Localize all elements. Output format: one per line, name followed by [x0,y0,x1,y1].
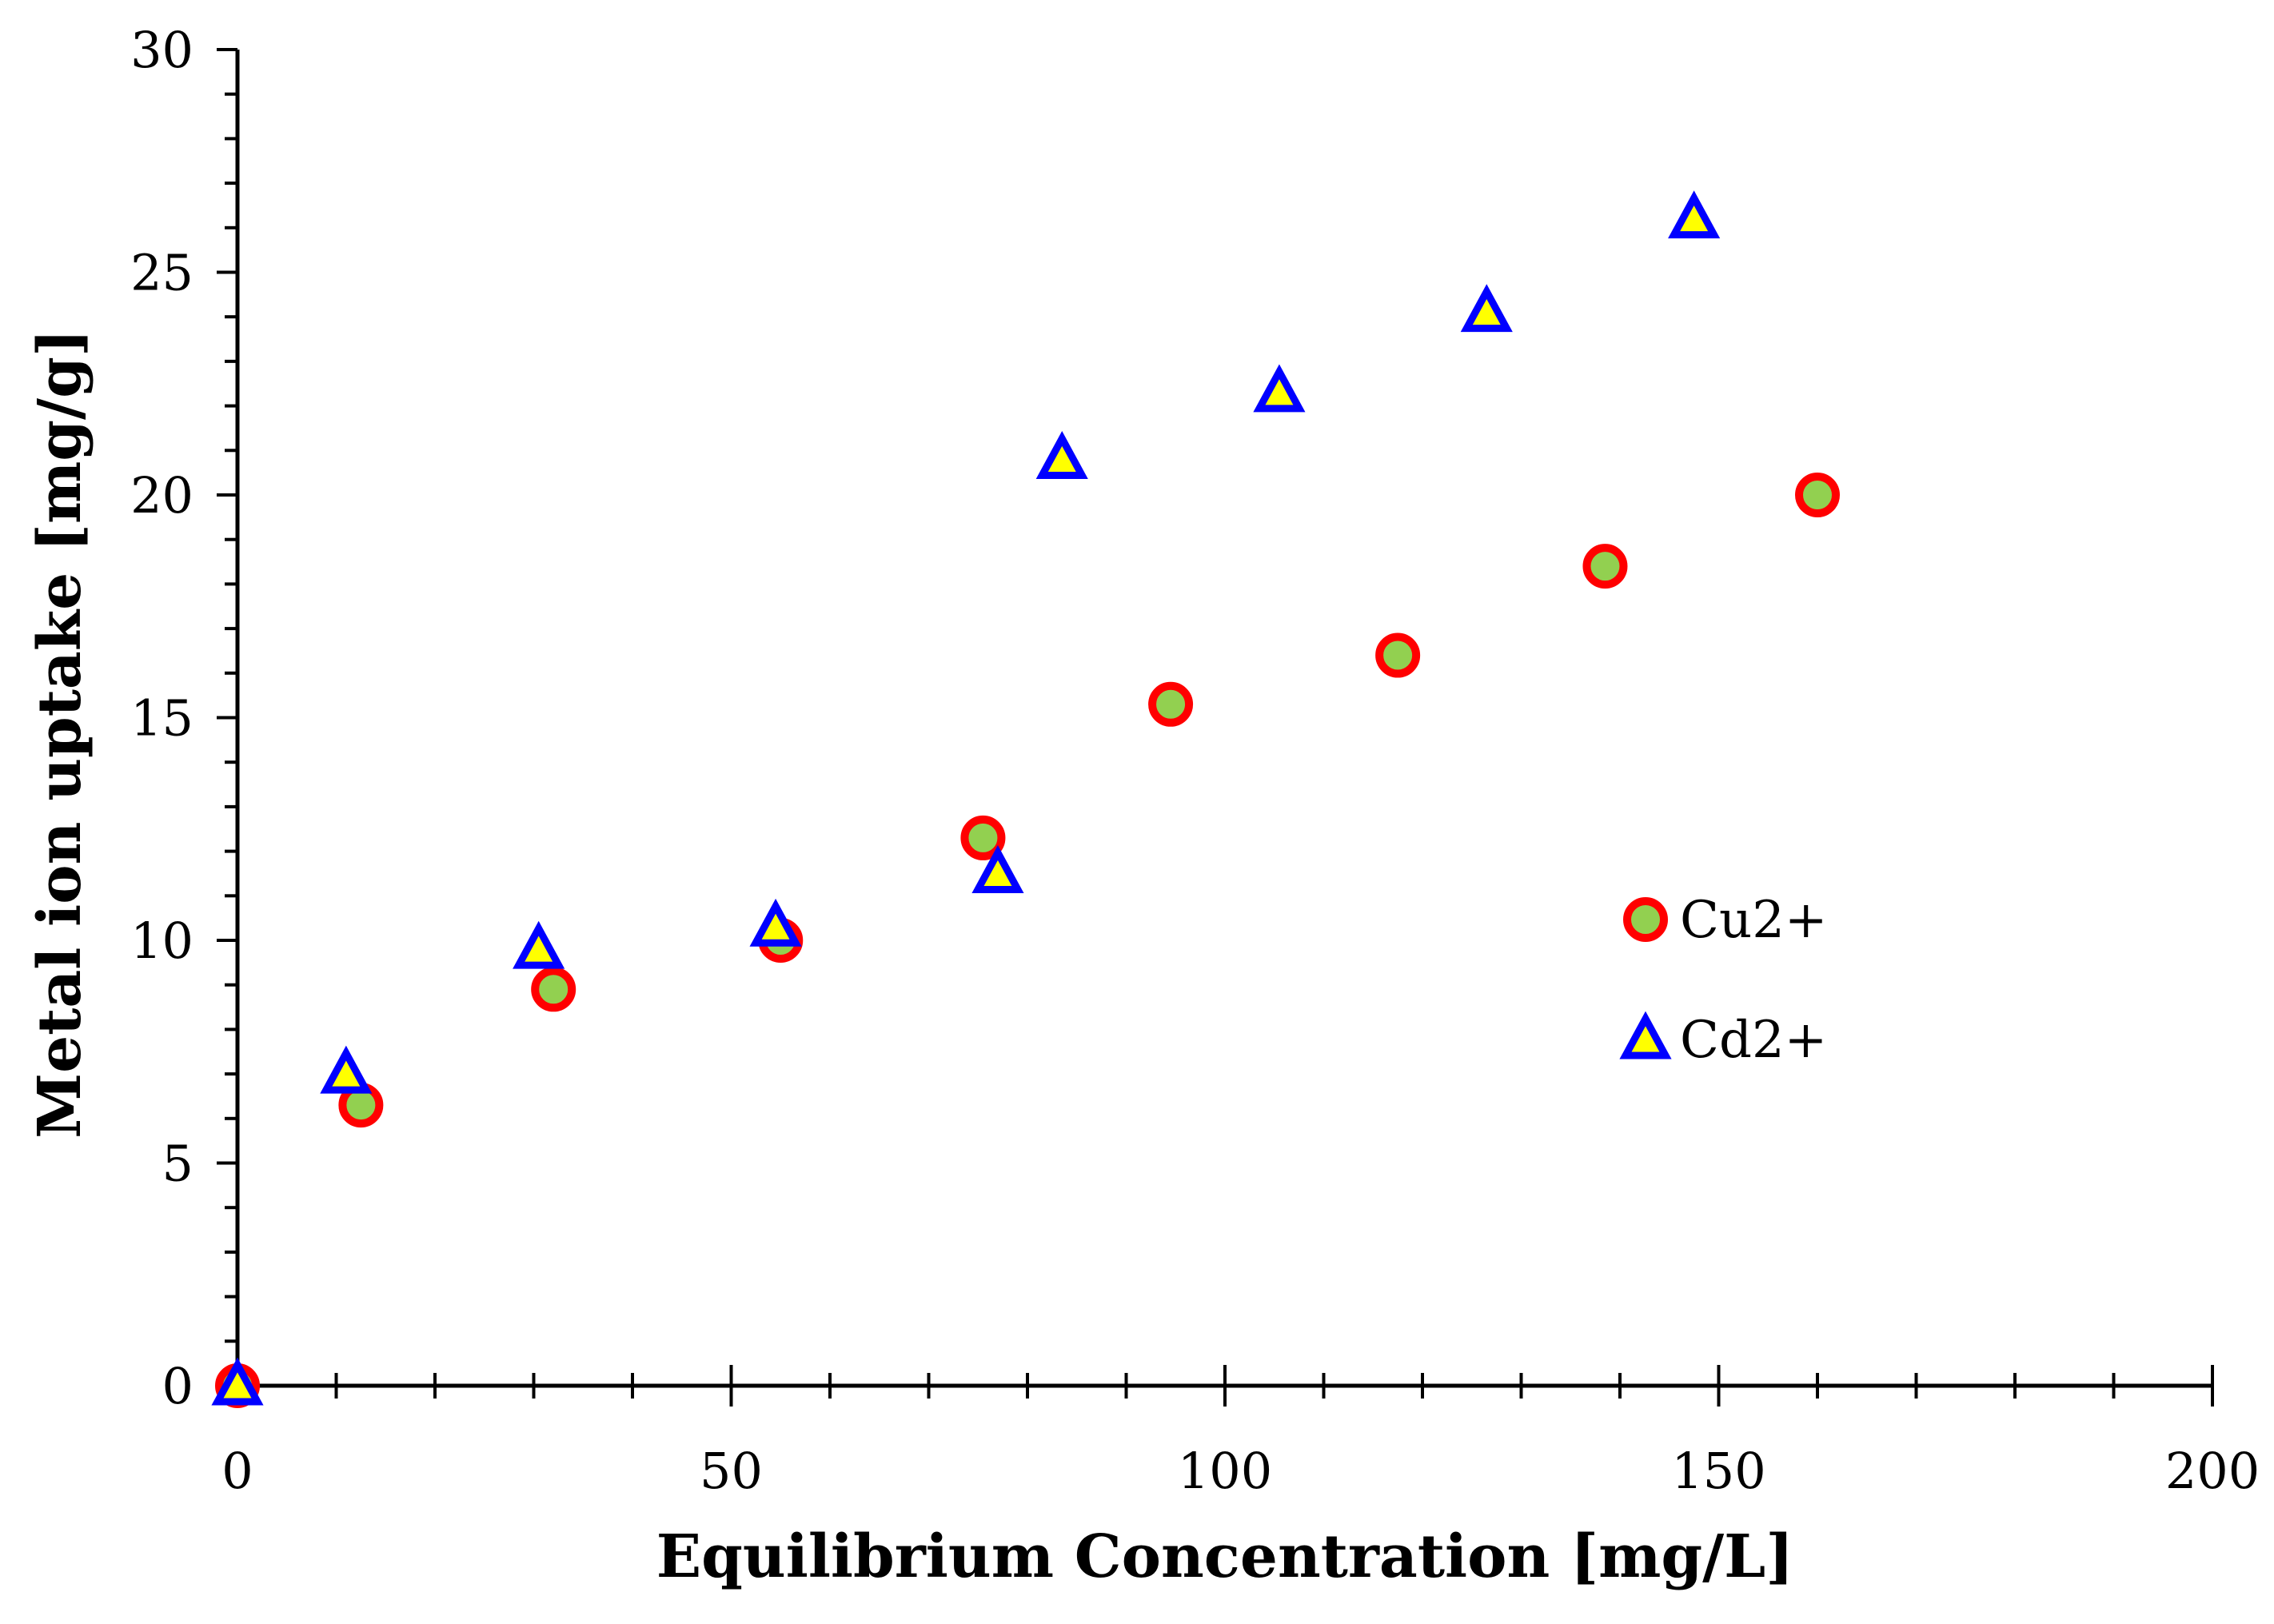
data-point-cd2 [320,1045,373,1094]
x-axis-ticks: 0 50 100 150 200 [221,1365,2260,1500]
x-tick-label: 200 [2165,1442,2260,1500]
data-point-cu2 [531,967,576,1012]
data-point-cd2 [1035,431,1088,479]
data-point-cd2 [749,898,802,947]
data-point-cd2 [1668,190,1721,239]
legend-marker-cu2 [1623,897,1668,942]
y-tick-label: 0 [162,1357,193,1415]
y-tick-label: 30 [130,21,193,79]
legend-label-cu2: Cu2+ [1680,891,1828,950]
legend-item-cu2: Cu2+ [1623,891,1828,950]
x-tick-label: 150 [1671,1442,1765,1500]
legend: Cu2+ Cd2+ [1619,891,1828,1070]
data-point-cu2 [1795,473,1840,517]
data-point-cu2 [1148,681,1194,727]
y-tick-label: 10 [130,912,193,970]
legend-label-cd2: Cd2+ [1680,1011,1827,1070]
data-point-cd2 [211,1357,264,1406]
data-markers [211,190,1840,1408]
axes [235,50,2212,1388]
data-point-cu2 [960,815,1006,860]
y-tick-label: 5 [162,1135,193,1193]
data-point-cu2 [1375,632,1421,678]
x-axis-title: Equilibrium Concentration [mg/L] [656,1522,1793,1591]
legend-item-cd2: Cd2+ [1619,1011,1827,1070]
data-point-cd2 [1460,284,1513,333]
y-tick-label: 15 [130,689,193,748]
data-point-cd2 [513,920,565,969]
y-tick-label: 25 [130,244,193,302]
data-point-cu2 [1582,544,1628,589]
y-axis-ticks: 0 5 10 15 20 25 30 [130,21,237,1415]
data-point-cd2 [971,845,1024,893]
x-tick-label: 100 [1178,1442,1272,1500]
y-axis-title: Metal ion uptake [mg/g] [26,329,94,1139]
x-tick-label: 0 [221,1442,253,1500]
data-point-cd2 [1253,364,1306,413]
x-tick-label: 50 [700,1442,763,1500]
legend-marker-cd2 [1619,1011,1672,1059]
y-tick-label: 20 [130,466,193,525]
